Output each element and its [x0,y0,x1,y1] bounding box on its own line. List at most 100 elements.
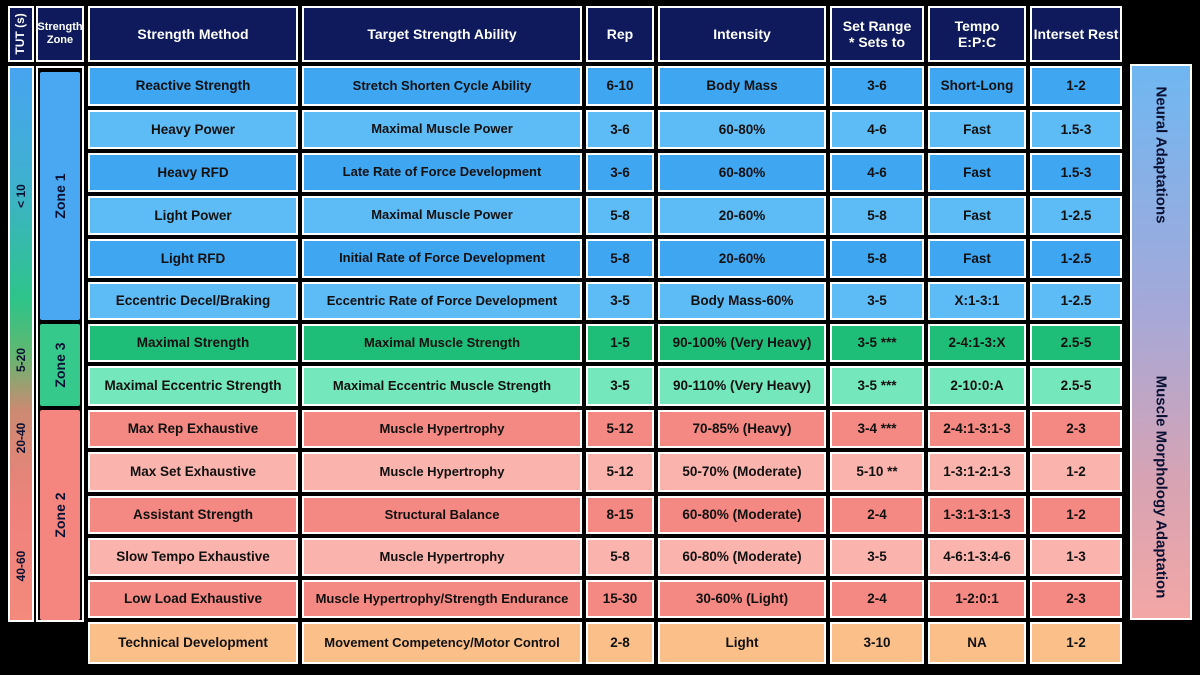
set-range-cell: 4-6 [830,110,924,149]
intensity-cell: 60-80% (Moderate) [658,496,826,534]
interset-rest-cell: 2.5-5 [1030,324,1122,362]
intensity-cell: 20-60% [658,239,826,278]
tempo-cell: 1-3:1-3:1-3 [928,496,1026,534]
tempo-cell: Fast [928,153,1026,192]
method-cell: Technical Development [88,622,298,664]
rep-cell: 5-12 [586,410,654,448]
tempo-cell: Short-Long [928,66,1026,106]
set-range-cell: 5-8 [830,239,924,278]
intensity-cell: 30-60% (Light) [658,580,826,618]
intensity-cell: 90-100% (Very Heavy) [658,324,826,362]
interset-rest-cell: 1-2.5 [1030,239,1122,278]
intensity-cell: 60-80% [658,110,826,149]
set-range-cell: 5-8 [830,196,924,235]
method-cell: Maximal Strength [88,324,298,362]
set-range-cell: 3-5 [830,538,924,576]
header-tut: TUT (s) [8,6,34,62]
set-range-cell: 5-10 ** [830,452,924,492]
set-range-cell: 4-6 [830,153,924,192]
tut-label-40-60: 40-60 [14,550,28,582]
zone-3-label: Zone 3 [52,342,68,388]
target-cell: Muscle Hypertrophy [302,452,582,492]
target-cell: Late Rate of Force Development [302,153,582,192]
tempo-cell: 2-4:1-3:X [928,324,1026,362]
neural-adaptations-label: Neural Adaptations [1152,86,1170,224]
rep-cell: 5-8 [586,538,654,576]
zone-1-label: Zone 1 [52,173,68,219]
header-zone-label: Strength Zone [37,21,83,46]
zone-1-bar [40,72,80,320]
target-cell: Initial Rate of Force Development [302,239,582,278]
header-intensity: Intensity [658,6,826,62]
tut-label-5-20: 5-20 [14,347,28,373]
muscle-morphology-label: Muscle Morphology Adaptation [1152,375,1170,599]
target-cell: Maximal Muscle Power [302,196,582,235]
header-zone: Strength Zone [36,6,84,62]
method-cell: Reactive Strength [88,66,298,106]
target-cell: Stretch Shorten Cycle Ability [302,66,582,106]
target-cell: Maximal Eccentric Muscle Strength [302,366,582,406]
set-range-cell: 3-5 *** [830,324,924,362]
intensity-cell: 70-85% (Heavy) [658,410,826,448]
rep-cell: 3-5 [586,366,654,406]
rep-cell: 15-30 [586,580,654,618]
interset-rest-cell: 1.5-3 [1030,153,1122,192]
header-target: Target Strength Ability [302,6,582,62]
rep-cell: 5-8 [586,196,654,235]
tempo-cell: Fast [928,196,1026,235]
intensity-cell: 90-110% (Very Heavy) [658,366,826,406]
adaptation-panel [1130,64,1192,620]
header-interset-rest: Interset Rest [1030,6,1122,62]
intensity-cell: Body Mass [658,66,826,106]
intensity-cell: 60-80% [658,153,826,192]
method-cell: Max Rep Exhaustive [88,410,298,448]
interset-rest-cell: 2-3 [1030,580,1122,618]
interset-rest-cell: 1-2 [1030,496,1122,534]
intensity-cell: Light [658,622,826,664]
tut-gradient-bar [8,66,34,622]
intensity-cell: Body Mass-60% [658,282,826,320]
interset-rest-cell: 2.5-5 [1030,366,1122,406]
tut-label-lt10: < 10 [14,184,28,208]
method-cell: Max Set Exhaustive [88,452,298,492]
header-tut-label: TUT (s) [13,13,28,55]
set-range-cell: 2-4 [830,580,924,618]
method-cell: Light Power [88,196,298,235]
target-cell: Maximal Muscle Strength [302,324,582,362]
target-cell: Maximal Muscle Power [302,110,582,149]
method-cell: Maximal Eccentric Strength [88,366,298,406]
tempo-cell: NA [928,622,1026,664]
set-range-cell: 3-5 *** [830,366,924,406]
zone-2-label: Zone 2 [52,492,68,538]
tempo-cell: 1-3:1-2:1-3 [928,452,1026,492]
tempo-cell: 2-10:0:A [928,366,1026,406]
intensity-cell: 50-70% (Moderate) [658,452,826,492]
rep-cell: 2-8 [586,622,654,664]
tempo-cell: Fast [928,110,1026,149]
set-range-cell: 3-6 [830,66,924,106]
target-cell: Muscle Hypertrophy [302,410,582,448]
header-method: Strength Method [88,6,298,62]
tempo-cell: Fast [928,239,1026,278]
tempo-cell: X:1-3:1 [928,282,1026,320]
method-cell: Eccentric Decel/Braking [88,282,298,320]
rep-cell: 5-12 [586,452,654,492]
interset-rest-cell: 1-2.5 [1030,196,1122,235]
method-cell: Slow Tempo Exhaustive [88,538,298,576]
interset-rest-cell: 2-3 [1030,410,1122,448]
target-cell: Structural Balance [302,496,582,534]
interset-rest-cell: 1-3 [1030,538,1122,576]
header-rep: Rep [586,6,654,62]
intensity-cell: 20-60% [658,196,826,235]
rep-cell: 5-8 [586,239,654,278]
rep-cell: 3-5 [586,282,654,320]
tempo-cell: 2-4:1-3:1-3 [928,410,1026,448]
rep-cell: 3-6 [586,110,654,149]
method-cell: Heavy Power [88,110,298,149]
target-cell: Muscle Hypertrophy/Strength Endurance [302,580,582,618]
rep-cell: 3-6 [586,153,654,192]
intensity-cell: 60-80% (Moderate) [658,538,826,576]
zone-3-bar [40,324,80,406]
interset-rest-cell: 1-2 [1030,66,1122,106]
method-cell: Light RFD [88,239,298,278]
